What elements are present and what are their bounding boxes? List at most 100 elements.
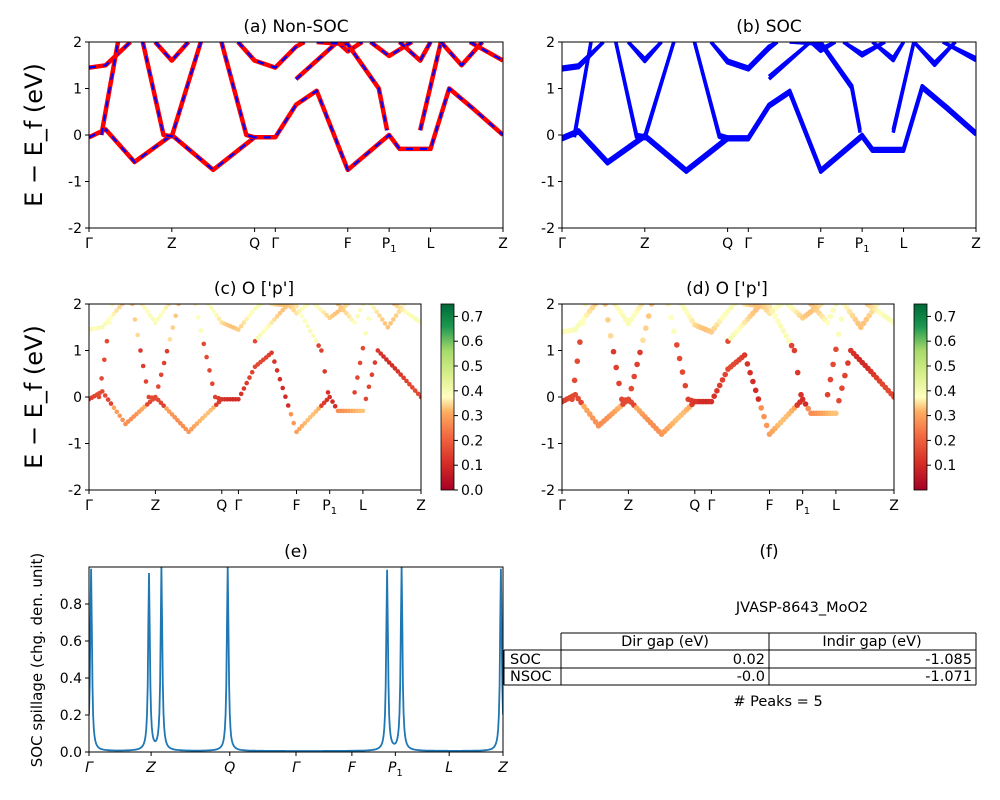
projection-dot — [574, 358, 581, 365]
projection-dot — [175, 418, 180, 423]
y-tick-label: 0.4 — [60, 671, 82, 687]
table-cell-indir: -1.071 — [925, 669, 972, 685]
x-tick-label: Γ — [85, 236, 93, 252]
projection-dot — [622, 316, 629, 323]
band-line-blue — [871, 42, 905, 60]
projection-dot — [321, 400, 327, 406]
projection-dot — [752, 387, 759, 394]
y-tick-label: -1 — [541, 175, 555, 191]
band-line-blue-dashed — [469, 42, 503, 62]
band-line-blue — [709, 42, 779, 69]
projection-dot — [637, 349, 643, 356]
projection-dot — [332, 404, 338, 409]
projection-dot — [607, 333, 614, 339]
projection-dot — [259, 304, 264, 307]
projection-dot — [139, 304, 145, 307]
projection-dot — [375, 348, 381, 353]
ylabel-c: E − E_f (eV) — [20, 325, 48, 469]
colorbar-tick-label: 0.5 — [461, 359, 483, 375]
band-line-blue-dashed — [89, 86, 503, 172]
projection-dot — [161, 360, 167, 366]
projection-dot — [138, 348, 143, 353]
projection-dot — [120, 417, 125, 423]
projection-dot — [252, 306, 258, 311]
x-tick-label: Q — [224, 760, 235, 776]
projection-dot — [860, 320, 867, 327]
projection-dot — [219, 397, 225, 402]
projection-dot — [117, 413, 122, 419]
projection-dot — [891, 394, 894, 400]
projection-dot — [640, 337, 646, 344]
band-line-blue — [626, 42, 663, 61]
projection-dot — [158, 372, 164, 378]
projection-dot — [363, 396, 369, 402]
projection-dot — [111, 405, 117, 411]
projection-dot — [272, 359, 277, 364]
projection-dot — [357, 307, 363, 313]
projection-dot — [111, 311, 116, 317]
band-line-blue — [789, 42, 862, 131]
y-tick-label: -1 — [541, 437, 555, 453]
projection-dot — [316, 343, 321, 348]
y-tick-label: 1 — [73, 344, 82, 360]
projection-dot — [374, 309, 380, 315]
projection-dot — [763, 422, 770, 429]
projection-dot — [571, 377, 578, 384]
projection-dot — [150, 316, 155, 322]
projection-dot — [178, 420, 183, 426]
table-subtitle: JVASP-8643_MoO2 — [735, 600, 868, 616]
projection-dot — [305, 304, 311, 307]
band-line-blue — [562, 86, 976, 174]
projection-dot — [166, 304, 171, 307]
projection-dot — [327, 394, 333, 400]
x-tick-label: L — [900, 236, 908, 252]
projection-dot — [830, 307, 836, 314]
projection-dot — [236, 397, 241, 402]
projection-dot — [338, 304, 344, 310]
projection-dot — [689, 317, 695, 324]
projection-dot — [833, 346, 839, 353]
y-tick-label: 0 — [546, 128, 555, 144]
y-tick-label: 2 — [73, 35, 82, 51]
y-tick-label: 0.8 — [60, 597, 82, 613]
projection-dot — [330, 399, 335, 404]
projection-dot — [315, 304, 321, 310]
projection-dot — [183, 426, 189, 432]
x-tick-label: Q — [216, 498, 227, 514]
projection-dot — [241, 320, 247, 325]
projection-dot — [592, 304, 598, 307]
title-b: (b) SOC — [736, 17, 802, 37]
x-tick-label: Q — [722, 236, 733, 252]
projection-dot — [617, 309, 624, 315]
band-line-red — [140, 42, 203, 139]
projection-dot — [244, 380, 249, 386]
projection-dot — [395, 369, 401, 374]
y-tick-label: 0.2 — [60, 708, 82, 724]
x-tick-label: Z — [151, 498, 161, 514]
projection-dot — [750, 378, 756, 385]
x-tick-label: F — [348, 760, 357, 776]
projection-dot — [631, 373, 637, 380]
projection-dot — [628, 385, 635, 392]
projection-dot — [102, 321, 108, 327]
projection-dot — [96, 394, 102, 400]
projection-dot — [108, 315, 114, 320]
projection-dot — [313, 409, 319, 414]
projection-dot — [674, 342, 680, 348]
projection-dot — [360, 408, 366, 414]
table-header-dir: Dir gap (eV) — [621, 634, 709, 650]
x-tick-label: Z — [497, 760, 508, 776]
band-line-blue-dashed — [440, 42, 484, 67]
x-tick-label: Γ — [85, 760, 94, 776]
projection-dot — [722, 371, 728, 378]
table-cell-dir: -0.0 — [737, 669, 765, 685]
projection-dot — [802, 401, 809, 407]
ylabel-e: SOC spillage (chg. den. unit) — [28, 553, 46, 768]
projection-dot — [719, 377, 726, 383]
projection-dot — [357, 360, 363, 366]
projection-dot — [648, 304, 655, 307]
colorbar-tick-label: 0.6 — [461, 334, 483, 350]
colorbar-tick-label: 0.1 — [461, 458, 483, 474]
projection-dot — [578, 399, 584, 406]
